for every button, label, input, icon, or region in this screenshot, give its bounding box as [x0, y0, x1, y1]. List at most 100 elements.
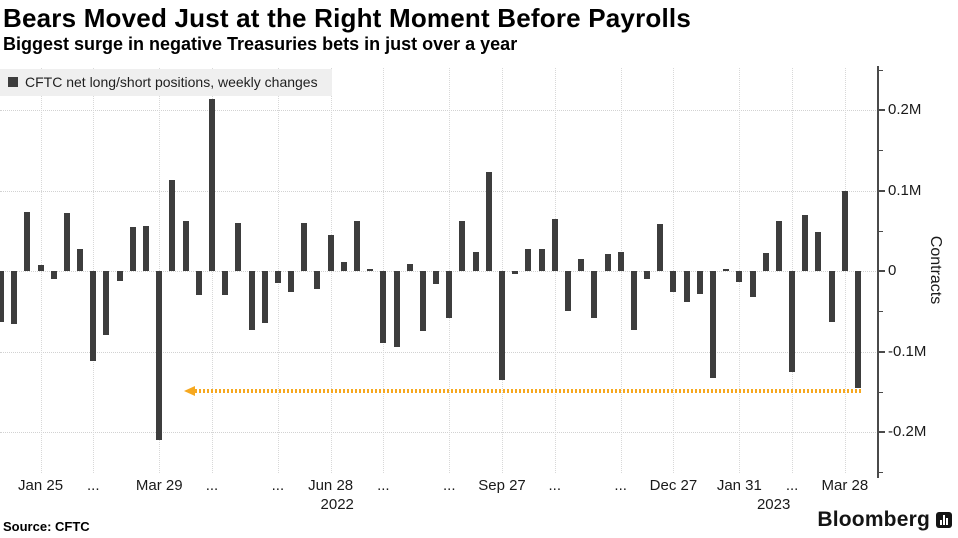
bar	[775, 221, 782, 271]
h-gridline	[0, 432, 876, 433]
legend-label: CFTC net long/short positions, weekly ch…	[25, 74, 318, 90]
h-gridline	[0, 351, 876, 353]
bar	[472, 251, 479, 271]
bar	[24, 212, 31, 271]
x-axis-tick-label: Mar 28	[821, 477, 869, 494]
x-axis-tick-label: ...	[377, 477, 390, 494]
bar	[644, 271, 651, 280]
v-gridline	[277, 68, 279, 473]
bar	[499, 271, 506, 380]
bar	[393, 271, 400, 348]
bar	[169, 180, 176, 271]
bar	[11, 271, 18, 325]
bar	[683, 271, 690, 303]
bar	[156, 271, 163, 441]
bar	[63, 213, 70, 271]
x-axis-tick-label: ...	[205, 477, 219, 494]
bar	[564, 271, 571, 312]
bar	[208, 98, 215, 271]
v-gridline	[159, 68, 161, 473]
bar	[0, 271, 4, 322]
page-subtitle: Biggest surge in negative Treasuries bet…	[3, 34, 518, 54]
y-axis-tick-label: -0.2M	[888, 423, 927, 440]
bar	[353, 221, 360, 271]
bar	[709, 271, 716, 379]
y-axis-minor-tick	[877, 391, 883, 393]
bar	[551, 219, 558, 271]
v-gridline	[792, 68, 794, 473]
annotation-line	[194, 388, 861, 393]
bar	[604, 254, 611, 271]
bar	[828, 271, 835, 322]
bar	[50, 271, 57, 280]
v-gridline	[739, 68, 741, 473]
x-axis-tick-label: Dec 27	[649, 477, 698, 494]
x-axis-tick-label: ...	[785, 477, 799, 494]
h-gridline	[0, 110, 876, 111]
y-axis-minor-tick	[877, 150, 883, 152]
bar	[143, 225, 150, 271]
bar	[670, 271, 677, 292]
x-axis-tick-label: Sep 27	[478, 477, 526, 494]
y-axis-tick-label: 0.2M	[888, 101, 922, 118]
y-axis-tick	[877, 109, 885, 111]
x-axis-tick-label: ...	[87, 477, 100, 494]
x-axis-tick-label: Jun 28	[308, 477, 354, 494]
y-axis-tick-label: 0.1M	[888, 181, 922, 199]
bar	[406, 263, 413, 271]
y-axis-title: Contracts	[927, 235, 944, 305]
bar	[288, 271, 295, 292]
x-axis-tick-label: Mar 29	[135, 477, 183, 494]
y-axis-tick	[877, 350, 885, 353]
bar	[367, 269, 374, 272]
bar	[617, 251, 624, 271]
chart-legend: CFTC net long/short positions, weekly ch…	[0, 69, 332, 96]
bar	[630, 271, 637, 330]
y-axis-tick-label: -0.1M	[888, 342, 927, 360]
bar	[723, 268, 730, 271]
bar	[762, 253, 769, 271]
bar	[512, 271, 519, 275]
bar	[802, 214, 809, 271]
bar	[182, 221, 189, 271]
y-axis-minor-tick	[877, 69, 883, 71]
bar	[815, 231, 822, 271]
bar	[446, 271, 453, 318]
bar	[195, 271, 202, 296]
bar	[657, 223, 664, 271]
bar	[103, 271, 110, 336]
x-axis-tick-label: ...	[548, 477, 562, 494]
annotation-arrowhead	[183, 385, 195, 396]
x-axis-year-label: 2022	[320, 496, 354, 513]
bar	[248, 271, 255, 330]
y-axis-minor-tick	[877, 311, 883, 313]
y-axis-tick	[877, 189, 885, 192]
bar	[274, 271, 281, 284]
legend-swatch-icon	[8, 77, 18, 87]
bar	[841, 191, 848, 271]
bar	[116, 271, 123, 282]
x-axis-tick-label: Jan 25	[18, 477, 64, 494]
bar	[129, 226, 136, 271]
bar	[696, 271, 703, 294]
y-axis-tick	[877, 431, 885, 433]
bar	[855, 271, 862, 388]
bar	[37, 265, 44, 271]
v-gridline	[383, 68, 385, 473]
bar	[222, 271, 229, 296]
v-gridline	[502, 68, 504, 473]
y-axis-line	[877, 66, 879, 478]
y-axis-minor-tick	[877, 230, 883, 232]
bar	[327, 234, 334, 271]
bar	[340, 262, 347, 271]
h-gridline	[0, 190, 876, 192]
bar	[789, 271, 796, 372]
brand-wordmark: Bloomberg	[817, 508, 930, 531]
bar	[90, 271, 97, 362]
y-axis-minor-tick	[877, 472, 883, 474]
x-axis-tick-label: ...	[614, 477, 627, 494]
bar	[77, 249, 84, 271]
v-gridline	[673, 68, 675, 473]
x-axis-tick-label: Jan 31	[716, 477, 762, 494]
